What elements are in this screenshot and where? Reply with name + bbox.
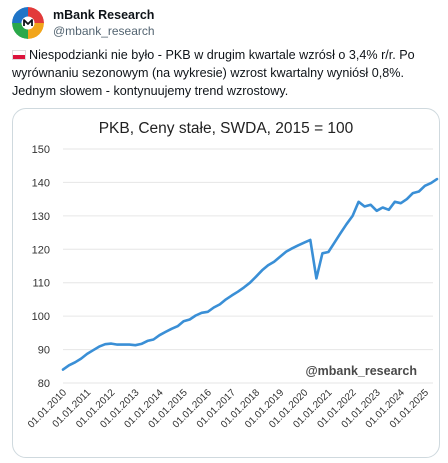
y-tick-label: 120 [32, 244, 50, 256]
y-tick-label: 130 [32, 211, 50, 223]
y-tick-label: 140 [32, 177, 50, 189]
mbank-logo-icon [12, 7, 44, 39]
chart-grid [63, 148, 433, 384]
tweet-media-chart[interactable]: PKB, Ceny stałe, SWDA, 2015 = 100 80 90 10… [12, 108, 440, 458]
chart-title: PKB, Ceny stałe, SWDA, 2015 = 100 [99, 120, 354, 137]
y-tick-label: 110 [32, 278, 50, 290]
y-tick-label: 150 [32, 144, 50, 156]
author-names: mBank Research @mbank_research [53, 7, 155, 39]
avatar[interactable] [12, 7, 44, 39]
author-handle[interactable]: @mbank_research [53, 24, 155, 38]
line-chart: PKB, Ceny stałe, SWDA, 2015 = 100 80 90 10… [26, 120, 439, 431]
y-tick-label: 90 [38, 345, 50, 357]
y-tick-label: 100 [32, 311, 50, 323]
author-display-name[interactable]: mBank Research [53, 8, 155, 22]
watermark-label: @mbank_research [305, 364, 417, 378]
tweet-header: mBank Research @mbank_research [12, 6, 155, 40]
x-axis-ticks: 01.01.201001.01.201101.01.201201.01.2013… [26, 387, 431, 430]
tweet-text-body: Niespodzianki nie było - PKB w drugim kw… [12, 48, 415, 98]
y-tick-label: 80 [38, 378, 50, 390]
poland-flag-icon [12, 50, 26, 60]
y-axis-ticks: 80 90 100 110 120 130 140 150 [32, 144, 50, 390]
tweet-text: Niespodzianki nie było - PKB w drugim kw… [12, 46, 440, 100]
series-line [61, 177, 439, 371]
